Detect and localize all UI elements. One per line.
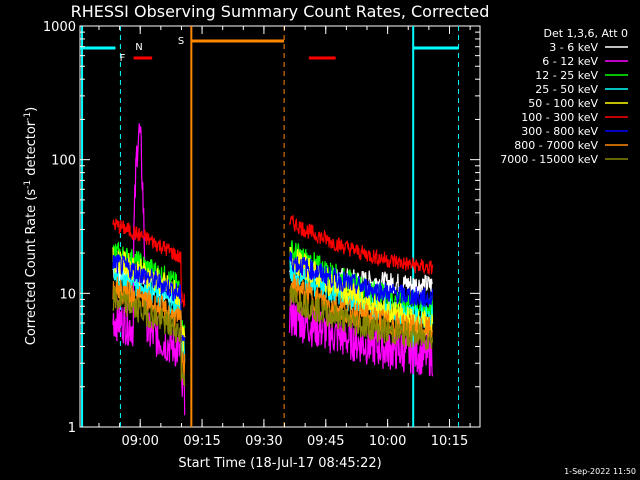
chart-title: RHESSI Observing Summary Count Rates, Co…: [71, 2, 490, 21]
y-axis-label: Corrected Count Rate (s-1 detector-1): [23, 107, 39, 345]
y-tick-label: 100: [51, 154, 76, 169]
series-line-6-a: [112, 218, 186, 308]
legend-label: 7000 - 15000 keV: [500, 153, 598, 166]
plot-frame: [79, 25, 481, 428]
x-tick-label: 10:15: [431, 434, 468, 449]
y-tick-label: 1: [68, 421, 76, 436]
annotation-s: S: [178, 36, 184, 47]
x-tick-label: 09:15: [183, 434, 220, 449]
legend-label: 50 - 100 keV: [528, 97, 598, 110]
annotation-n: N: [135, 42, 142, 53]
y-axis-ticks: 1 10 100 1000: [43, 20, 480, 436]
y-tick-label: 1000: [43, 20, 76, 35]
x-tick-label: 09:30: [245, 434, 282, 449]
x-axis-label: Start Time (18-Jul-17 08:45:22): [178, 456, 381, 471]
legend-header: Det 1,3,6, Att 0: [544, 27, 628, 40]
series-line-6-b: [288, 215, 434, 275]
y-tick-label: 10: [59, 287, 76, 302]
legend-label: 800 - 7000 keV: [514, 139, 598, 152]
series-line-9-a: [112, 286, 186, 387]
annotation-f: F: [120, 53, 126, 64]
footer-date: 1-Sep-2022 11:50: [564, 467, 636, 476]
legend-label: 3 - 6 keV: [549, 41, 598, 54]
legend-label: 6 - 12 keV: [542, 55, 598, 68]
x-tick-label: 09:00: [121, 434, 158, 449]
series-layer: [112, 123, 434, 416]
series-line-2-a: [112, 123, 186, 416]
series-line-7-b: [288, 251, 434, 308]
annotation-layer: NF S: [80, 26, 460, 427]
legend-label: 12 - 25 keV: [535, 69, 598, 82]
x-axis-ticks: 09:00 09:15 09:30 09:45 10:00 10:15: [98, 26, 471, 449]
legend-label: 100 - 300 keV: [521, 111, 598, 124]
legend-label: 25 - 50 keV: [535, 83, 598, 96]
series-line-7-a: [112, 254, 186, 343]
x-tick-label: 09:45: [307, 434, 344, 449]
x-tick-label: 10:00: [369, 434, 406, 449]
series-line-9-b: [288, 285, 434, 352]
legend-label: 300 - 800 keV: [521, 125, 598, 138]
